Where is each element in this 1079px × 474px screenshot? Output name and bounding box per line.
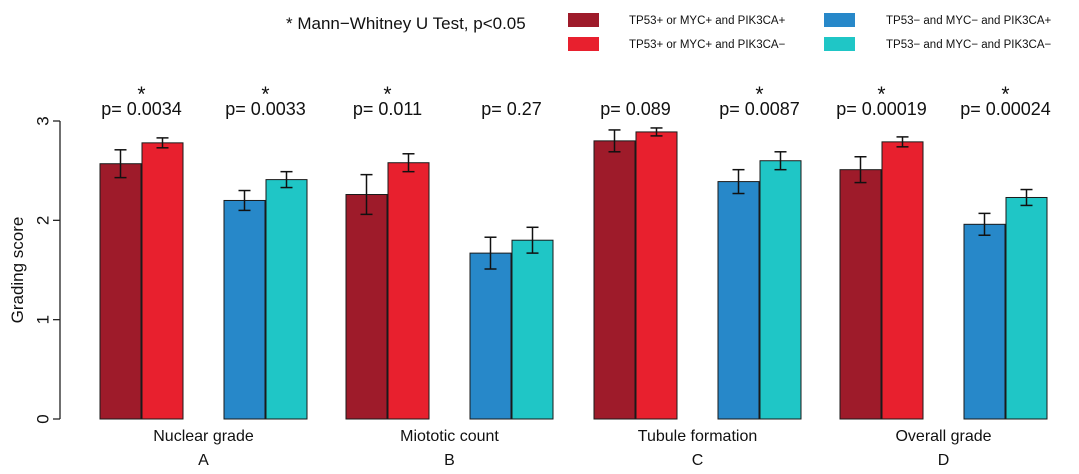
y-axis-title: Grading score	[8, 217, 27, 324]
bar	[635, 131, 678, 420]
legend-swatch	[568, 37, 599, 51]
legend-label: TP53+ or MYC+ and PIK3CA−	[629, 39, 786, 51]
bar	[387, 162, 430, 420]
bar	[345, 194, 388, 420]
significance-star: *	[1001, 83, 1009, 106]
legend-label: TP53− and MYC− and PIK3CA+	[886, 15, 1052, 27]
bar	[717, 181, 760, 420]
p-value-label: p= 0.27	[481, 99, 542, 119]
bar	[1005, 196, 1048, 420]
bar	[99, 163, 142, 420]
group-letter: B	[444, 452, 455, 469]
group-label: Tubule formation	[638, 428, 757, 445]
bar	[963, 223, 1006, 420]
legend-label: TP53+ or MYC+ and PIK3CA+	[629, 15, 786, 27]
p-value-label: p= 0.00024	[960, 99, 1051, 119]
significance-note: * Mann−Whitney U Test, p<0.05	[286, 14, 526, 33]
group-label: Miototic count	[400, 428, 499, 445]
legend-swatch	[824, 13, 855, 27]
p-value-label: p= 0.0033	[225, 99, 306, 119]
bar	[881, 141, 924, 420]
bar	[511, 239, 554, 420]
bar	[839, 169, 882, 420]
y-tick-label: 0	[34, 414, 53, 423]
bar	[141, 142, 184, 420]
group-letter: D	[938, 452, 950, 469]
group-letter: A	[198, 452, 209, 469]
bar	[759, 160, 802, 420]
y-tick-label: 3	[34, 116, 53, 125]
legend-swatch	[824, 37, 855, 51]
p-value-label: p= 0.0034	[101, 99, 182, 119]
group-label: Nuclear grade	[153, 428, 254, 445]
p-value-label: p= 0.089	[600, 99, 671, 119]
legend-label: TP53− and MYC− and PIK3CA−	[886, 39, 1052, 51]
legend-swatch	[568, 13, 599, 27]
y-tick-label: 2	[34, 216, 53, 225]
p-value-label: p= 0.0087	[719, 99, 800, 119]
p-value-label: p= 0.00019	[836, 99, 927, 119]
p-value-label: p= 0.011	[353, 99, 422, 119]
bar	[593, 140, 636, 420]
significance-star: *	[383, 83, 391, 106]
significance-star: *	[755, 83, 763, 106]
significance-star: *	[137, 83, 145, 106]
group-letter: C	[692, 452, 704, 469]
bar	[223, 199, 266, 420]
significance-star: *	[877, 83, 885, 106]
significance-star: *	[261, 83, 269, 106]
group-label: Overall grade	[895, 428, 991, 445]
y-tick-label: 1	[34, 315, 53, 324]
bar	[469, 252, 512, 420]
bar	[265, 179, 308, 420]
